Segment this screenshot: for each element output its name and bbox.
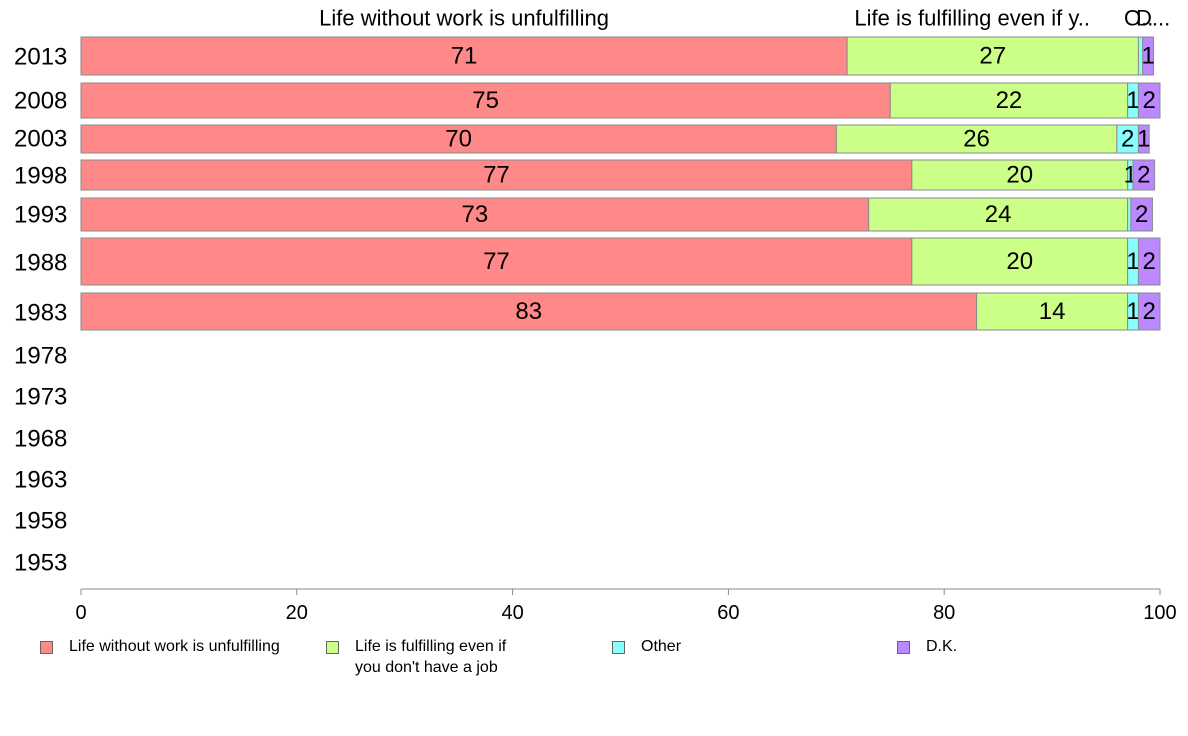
bar-segment	[80, 82, 891, 119]
bar-value-label: 2	[1143, 248, 1156, 275]
legend-label: D.K.	[926, 638, 958, 655]
bar-segment	[911, 159, 1129, 191]
bar-segment	[80, 159, 913, 191]
stacked-bar-chart: 2013 2008 2003 1998 1993 1988 1983 1978 1973 1968…	[14, 6, 1177, 625]
legend-label: Other	[641, 638, 682, 655]
bar-value-label: 14	[1039, 298, 1066, 325]
year-label: 2008	[14, 88, 67, 115]
year-label: 1963	[14, 467, 67, 494]
bar-value-label: 1	[1126, 248, 1139, 275]
bar-segment	[976, 292, 1129, 331]
bar-segment	[1137, 237, 1161, 286]
bar-value-label: 20	[1006, 248, 1033, 275]
year-label: 1983	[14, 300, 67, 327]
bar-segment	[1137, 292, 1161, 331]
bar-segment	[80, 197, 870, 232]
bar-value-label: 22	[996, 87, 1023, 114]
bar-segment	[868, 197, 1129, 232]
year-label: 2003	[14, 126, 67, 153]
bar-value-label: 77	[483, 248, 510, 275]
x-tick-label: 60	[717, 602, 739, 624]
x-tick-label: 0	[75, 602, 86, 624]
year-label: 2013	[14, 44, 67, 71]
top-series-label: O..	[1124, 6, 1153, 31]
year-label: 1973	[14, 384, 67, 411]
bar-value-label: 1	[1126, 87, 1139, 114]
legend-label: Life is fulfilling even if you don't hav…	[355, 638, 507, 676]
year-label: 1993	[14, 202, 67, 229]
bar-segment	[1137, 124, 1150, 154]
year-label: 1998	[14, 163, 67, 190]
bar-segment	[835, 124, 1118, 154]
bar-segment	[80, 292, 978, 331]
bar-value-label: 27	[979, 43, 1006, 70]
bar-value-label: 2	[1135, 201, 1148, 228]
bar-segment	[80, 36, 848, 76]
legend-swatch	[612, 641, 625, 654]
bar-value-label: 2	[1143, 298, 1156, 325]
legend-swatch	[326, 641, 339, 654]
bar-value-label: 70	[445, 126, 472, 153]
bar-segment	[1137, 82, 1161, 119]
bar-segment	[911, 237, 1129, 286]
year-label: 1988	[14, 250, 67, 277]
top-series-label: D...	[1136, 6, 1170, 31]
bar-value-label: 2	[1143, 87, 1156, 114]
legend-item-unfulfilling: Life without work is unfulfilling	[40, 636, 280, 657]
bar-value-label: 20	[1006, 162, 1033, 189]
bar-segment	[846, 36, 1139, 76]
bar-segment	[889, 82, 1129, 119]
year-label: 1968	[14, 426, 67, 453]
top-series-label: Life without work is unfulfilling	[319, 6, 609, 31]
bar-segment	[1130, 197, 1153, 232]
bar-value-label: 1	[1141, 43, 1154, 70]
legend-item-fulfilling: Life is fulfilling even if you don't hav…	[326, 636, 506, 678]
bar-segment	[80, 237, 913, 286]
bar-value-label: 83	[515, 298, 542, 325]
bar-segment	[1142, 36, 1155, 76]
x-tick-label: 20	[286, 602, 308, 624]
bar-value-label: 1	[1137, 126, 1150, 153]
bar-value-label: 26	[963, 126, 990, 153]
bar-value-label: 71	[451, 43, 478, 70]
year-label: 1953	[14, 550, 67, 577]
bar-value-label: 2	[1137, 162, 1150, 189]
legend-label: Life without work is unfulfilling	[69, 638, 280, 655]
legend-swatch	[40, 641, 53, 654]
x-tick-label: 100	[1143, 602, 1176, 624]
x-tick-label: 80	[933, 602, 955, 624]
bar-value-label: 2	[1121, 126, 1134, 153]
legend-item-other: Other	[612, 636, 681, 657]
bar-value-label: 24	[985, 201, 1012, 228]
legend-item-dk: D.K.	[897, 636, 957, 657]
year-label: 1978	[14, 343, 67, 370]
legend-swatch	[897, 641, 910, 654]
bar-value-label: 1	[1126, 298, 1139, 325]
legend: Life without work is unfulfilling Life i…	[0, 636, 1188, 686]
top-series-label: Life is fulfilling even if y..	[854, 6, 1090, 31]
year-label: 1958	[14, 508, 67, 535]
bar-segment	[1132, 159, 1156, 191]
bar-value-label: 73	[461, 201, 488, 228]
bar-value-label: 75	[472, 87, 499, 114]
x-tick-label: 40	[501, 602, 523, 624]
bar-value-label: 77	[483, 162, 510, 189]
